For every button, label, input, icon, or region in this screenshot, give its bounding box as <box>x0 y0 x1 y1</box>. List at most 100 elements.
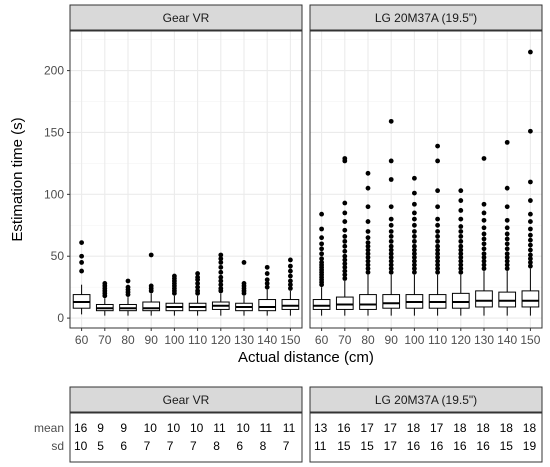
outlier-point <box>412 175 417 181</box>
outlier-point <box>481 156 487 161</box>
x-tick-label: 120 <box>211 333 231 347</box>
outlier-point <box>218 269 224 275</box>
outlier-point <box>319 235 324 241</box>
mean-value: 18 <box>476 421 490 435</box>
outlier-point <box>218 278 224 284</box>
outlier-point <box>365 251 371 257</box>
panel-background <box>70 31 302 328</box>
outlier-point <box>458 247 464 253</box>
sd-value: 7 <box>167 439 174 453</box>
outlier-point <box>218 282 224 288</box>
mean-value: 10 <box>236 421 250 435</box>
box <box>498 291 517 308</box>
outlier-point <box>241 260 247 265</box>
outlier-point <box>319 246 324 252</box>
outlier-point <box>195 271 201 276</box>
outlier-point <box>125 278 131 284</box>
outlier-point <box>218 252 224 258</box>
mean-value: 10 <box>144 421 158 435</box>
outlier-point <box>458 188 464 194</box>
panel-border <box>309 30 543 329</box>
y-tick-label: 150 <box>44 125 64 139</box>
outlier-point <box>195 274 201 280</box>
outlier-point <box>319 241 324 247</box>
outlier-point <box>504 266 510 271</box>
outlier-point <box>288 286 293 291</box>
facet-strip <box>69 4 303 31</box>
x-tick-label: 110 <box>188 333 207 347</box>
x-tick-label: 140 <box>497 333 517 347</box>
outlier-point <box>481 251 487 257</box>
outlier-point <box>342 243 348 249</box>
outlier-point <box>435 222 440 228</box>
table-strip <box>309 386 543 413</box>
mean-value: 11 <box>283 421 296 435</box>
outlier-point <box>365 235 371 241</box>
box <box>335 296 354 310</box>
outlier-point <box>528 237 533 243</box>
outlier-point <box>435 158 440 164</box>
outlier-point <box>342 272 348 278</box>
outlier-point <box>504 236 510 242</box>
outlier-point <box>435 251 440 257</box>
mean-value: 18 <box>500 421 514 435</box>
outlier-point <box>319 251 324 257</box>
outlier-point <box>365 266 371 271</box>
x-tick-label: 120 <box>451 333 471 347</box>
outlier-point <box>504 225 510 231</box>
outlier-point <box>218 274 224 280</box>
y-tick-label: 200 <box>44 64 64 78</box>
mean-value: 11 <box>260 421 273 435</box>
outlier-point <box>435 255 440 260</box>
outlier-point <box>481 255 487 260</box>
outlier-point <box>342 234 348 239</box>
outlier-point <box>458 234 464 239</box>
outlier-point <box>319 226 324 232</box>
outlier-point <box>365 170 371 176</box>
panel-background <box>310 31 542 328</box>
outlier-point <box>481 231 487 237</box>
outlier-point <box>528 226 533 232</box>
outlier-point <box>288 273 293 279</box>
outlier-point <box>195 288 201 294</box>
box <box>142 301 161 312</box>
outlier-point <box>458 198 464 203</box>
outlier-point <box>365 247 371 253</box>
outlier-point <box>388 262 394 268</box>
outlier-point <box>528 198 533 203</box>
outlier-point <box>218 286 224 291</box>
outlier-point <box>319 260 324 265</box>
mean-value: 16 <box>337 421 351 435</box>
outlier-point <box>288 282 293 288</box>
outlier-point <box>481 266 487 271</box>
mean-value: 11 <box>213 421 226 435</box>
outlier-point <box>365 262 371 268</box>
facet-title: Gear VR <box>163 11 210 25</box>
outlier-point <box>504 217 510 223</box>
outlier-point <box>388 222 394 228</box>
outlier-point <box>412 255 417 260</box>
outlier-point <box>388 238 394 244</box>
outlier-point <box>481 236 487 242</box>
mean-value: 17 <box>384 421 398 435</box>
sd-value: 11 <box>314 439 327 453</box>
outlier-point <box>342 268 348 274</box>
outlier-point <box>481 217 487 223</box>
outlier-point <box>412 247 417 253</box>
outlier-point <box>388 204 394 210</box>
table-strip <box>69 386 303 413</box>
mean-value: 10 <box>190 421 204 435</box>
outlier-point <box>79 240 84 246</box>
outlier-point <box>365 243 371 249</box>
outlier-point <box>458 269 464 275</box>
sd-value: 17 <box>384 439 398 453</box>
sd-value: 16 <box>476 439 490 453</box>
outlier-point <box>264 281 270 286</box>
outlier-point <box>504 255 510 260</box>
outlier-point <box>481 241 487 247</box>
outlier-point <box>435 266 440 271</box>
outlier-point <box>365 258 371 264</box>
outlier-point <box>342 276 348 281</box>
outlier-point <box>365 185 371 191</box>
